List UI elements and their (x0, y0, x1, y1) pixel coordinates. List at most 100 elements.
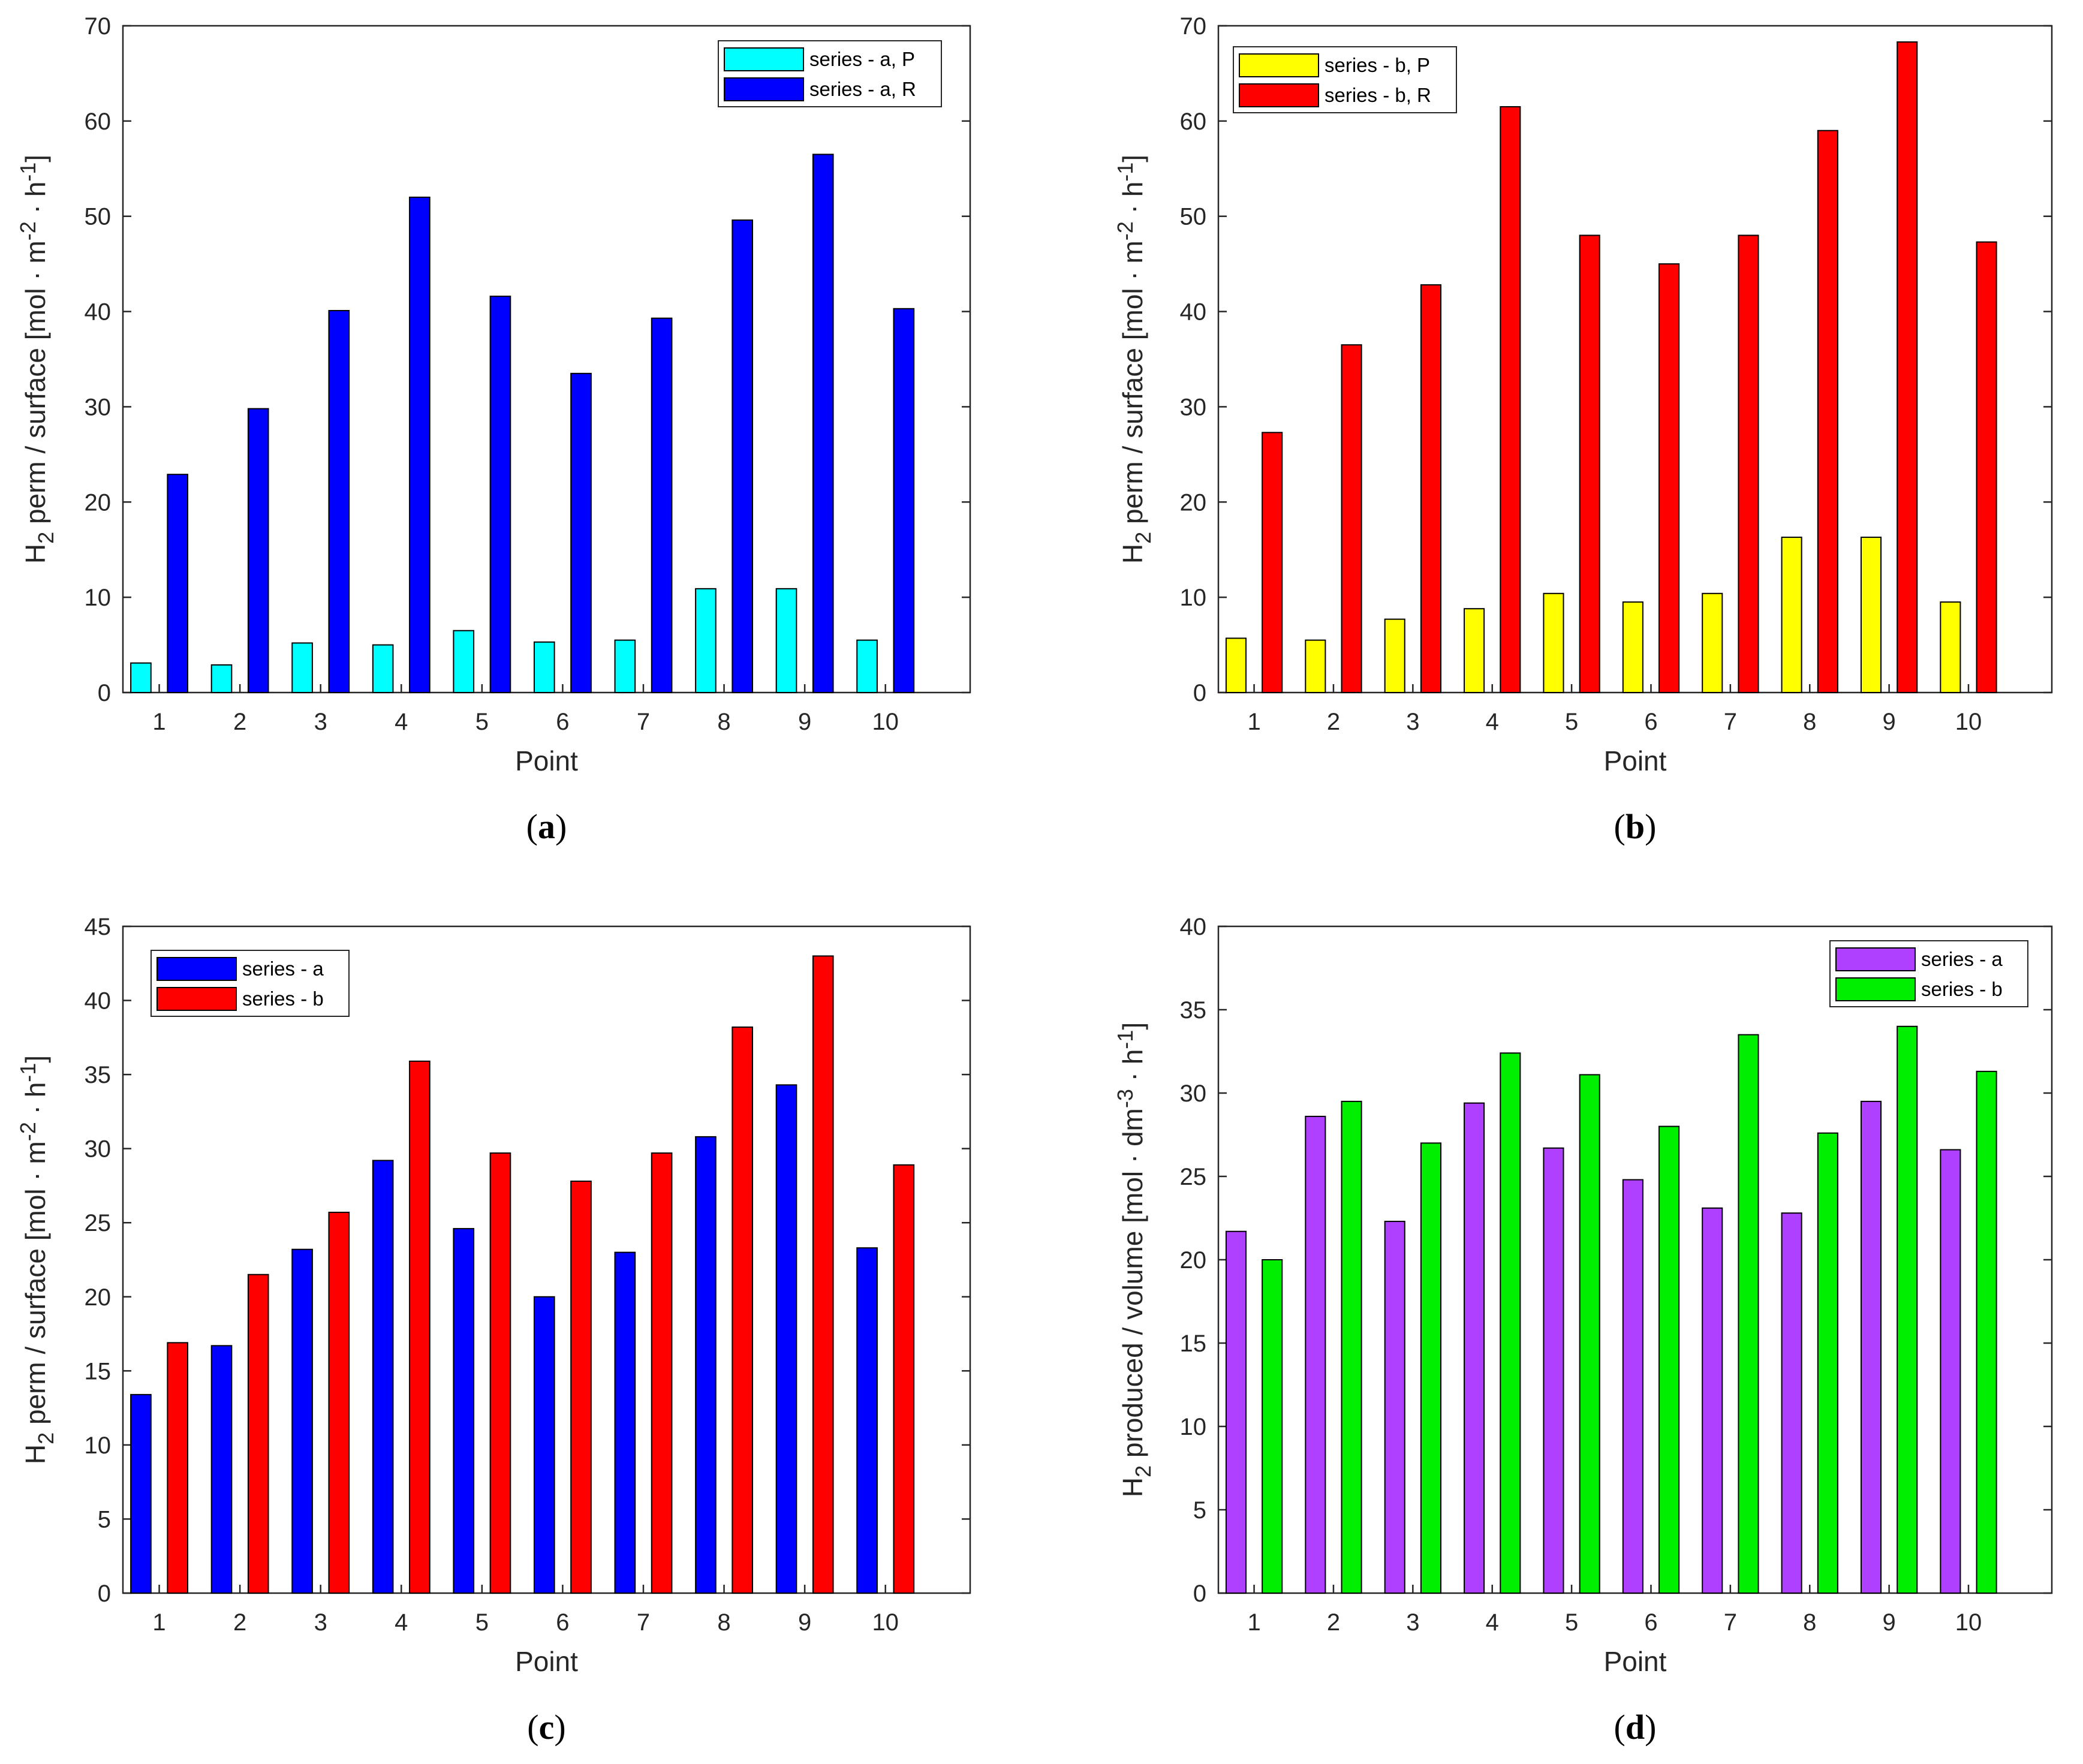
bar-s2-point-10 (1976, 1070, 1997, 1594)
bar-s2-point-2 (247, 1274, 269, 1594)
bar-s2-point-6 (1658, 263, 1680, 693)
y-axis-label-part: ] (1117, 155, 1148, 162)
bar-s1-point-2 (1305, 639, 1326, 693)
y-tick-label: 70 (85, 13, 112, 40)
bar-s2-point-4 (409, 1060, 431, 1594)
bar-s2-point-10 (893, 308, 915, 693)
bar-s2-point-1 (167, 1342, 188, 1594)
bar-s1-point-3 (291, 1248, 313, 1594)
legend-label: series - a, R (809, 78, 916, 100)
y-tick-label: 30 (1180, 394, 1207, 420)
y-tick-label: 30 (85, 394, 112, 420)
y-axis-label: H2 perm / surface [mol · m-2 · h-1] (1113, 155, 1155, 564)
x-tick-label: 7 (1724, 709, 1737, 735)
y-tick-label: 30 (85, 1136, 112, 1163)
bar-s1-point-1 (1225, 637, 1247, 693)
bar-s2-point-6 (570, 1181, 592, 1594)
x-tick-label: 10 (872, 709, 899, 735)
caption-letter: c (539, 1708, 555, 1747)
y-axis-label: H2 produced / volume [mol · dm-3 · h-1] (1113, 1022, 1155, 1497)
y-tick-label: 10 (85, 585, 112, 611)
y-tick-label: 25 (1180, 1164, 1207, 1190)
x-axis-label: Point (1604, 745, 1667, 776)
y-tick-label: 10 (1180, 1414, 1207, 1440)
bar-s1-point-3 (1384, 1221, 1405, 1594)
bar-s2-point-4 (409, 196, 431, 693)
x-tick-label: 7 (637, 1609, 650, 1636)
bar-s1-point-1 (130, 662, 152, 693)
y-axis-label-part: perm / surface [mol · m (20, 240, 51, 532)
caption-open-paren: ( (1614, 807, 1626, 846)
y-axis-label-part: -1 (16, 162, 40, 182)
x-tick-label: 3 (314, 1609, 327, 1636)
bar-s1-point-1 (130, 1393, 152, 1594)
y-axis-label-part: ] (1117, 1022, 1148, 1030)
y-tick-label: 35 (1180, 997, 1207, 1024)
legend: series - a series - b (150, 950, 350, 1017)
x-tick-label: 6 (1644, 709, 1657, 735)
legend-swatch (156, 987, 237, 1011)
bar-s1-point-6 (1622, 1179, 1643, 1594)
y-tick-label: 0 (1193, 1581, 1206, 1607)
y-tick-label: 20 (85, 489, 112, 516)
x-tick-label: 9 (1882, 709, 1895, 735)
y-axis-label-part: -1 (1113, 1030, 1137, 1049)
x-tick-label: 1 (1247, 1609, 1260, 1636)
y-axis-label-part: 2 (1131, 1465, 1155, 1477)
y-axis-label: H2 perm / surface [mol · m-2 · h-1] (16, 155, 58, 564)
bar-s1-point-6 (1622, 601, 1643, 693)
bar-s1-point-8 (1781, 537, 1802, 693)
x-tick-label: 10 (872, 1609, 899, 1636)
y-tick-label: 50 (85, 204, 112, 230)
y-axis-label-part: ] (20, 1055, 51, 1063)
bar-s2-point-2 (247, 408, 269, 693)
bar-s1-point-10 (1940, 1149, 1961, 1594)
y-tick-label: 20 (1180, 489, 1207, 516)
legend-label: series - b, P (1325, 54, 1430, 76)
bar-s2-point-1 (167, 474, 188, 694)
x-tick-label: 5 (475, 709, 489, 735)
y-axis-label-part: perm / surface [mol · m (1117, 240, 1148, 532)
legend-label: series - a (242, 958, 324, 980)
bar-s1-point-7 (1702, 1207, 1723, 1594)
y-axis-label-part: ] (20, 155, 51, 162)
bar-s1-point-7 (614, 1251, 636, 1594)
y-tick-label: 10 (85, 1432, 112, 1459)
legend-label: series - b (242, 988, 324, 1010)
bar-s2-point-6 (570, 372, 592, 693)
y-axis-label-part: produced / volume [mol · dm (1117, 1108, 1148, 1465)
bar-s2-point-7 (1738, 1034, 1759, 1594)
bar-s1-point-2 (210, 664, 233, 693)
x-tick-label: 9 (1882, 1609, 1895, 1636)
y-axis-label-part: H (1117, 544, 1148, 564)
y-tick-label: 10 (1180, 585, 1207, 611)
caption-close-paren: ) (554, 1708, 565, 1747)
bar-s1-point-5 (1543, 1147, 1564, 1594)
x-tick-label: 6 (556, 1609, 569, 1636)
bar-s2-point-4 (1500, 1052, 1521, 1594)
x-tick-label: 2 (233, 709, 246, 735)
y-tick-label: 40 (85, 299, 112, 326)
y-axis-label-part: -1 (16, 1063, 40, 1082)
bar-s1-point-6 (533, 1296, 555, 1594)
legend-swatch (724, 47, 804, 71)
bar-s2-point-3 (328, 309, 350, 693)
y-tick-label: 50 (1180, 204, 1207, 230)
bar-s1-point-10 (856, 1247, 878, 1594)
bar-s2-point-8 (732, 1027, 753, 1594)
panel-caption: (b) (1614, 807, 1657, 846)
bar-s2-point-5 (489, 1152, 511, 1594)
y-axis-label-part: · h (20, 182, 51, 221)
bar-s1-point-4 (372, 644, 394, 693)
bar-s1-point-6 (533, 641, 555, 693)
legend-label: series - b, R (1325, 84, 1431, 106)
bar-s1-point-5 (1543, 592, 1564, 693)
y-axis-label-part: · h (20, 1082, 51, 1122)
x-tick-label: 3 (314, 709, 327, 735)
bar-s1-point-5 (453, 1228, 475, 1594)
panel-caption: (c) (527, 1708, 565, 1747)
x-tick-label: 3 (1406, 709, 1419, 735)
